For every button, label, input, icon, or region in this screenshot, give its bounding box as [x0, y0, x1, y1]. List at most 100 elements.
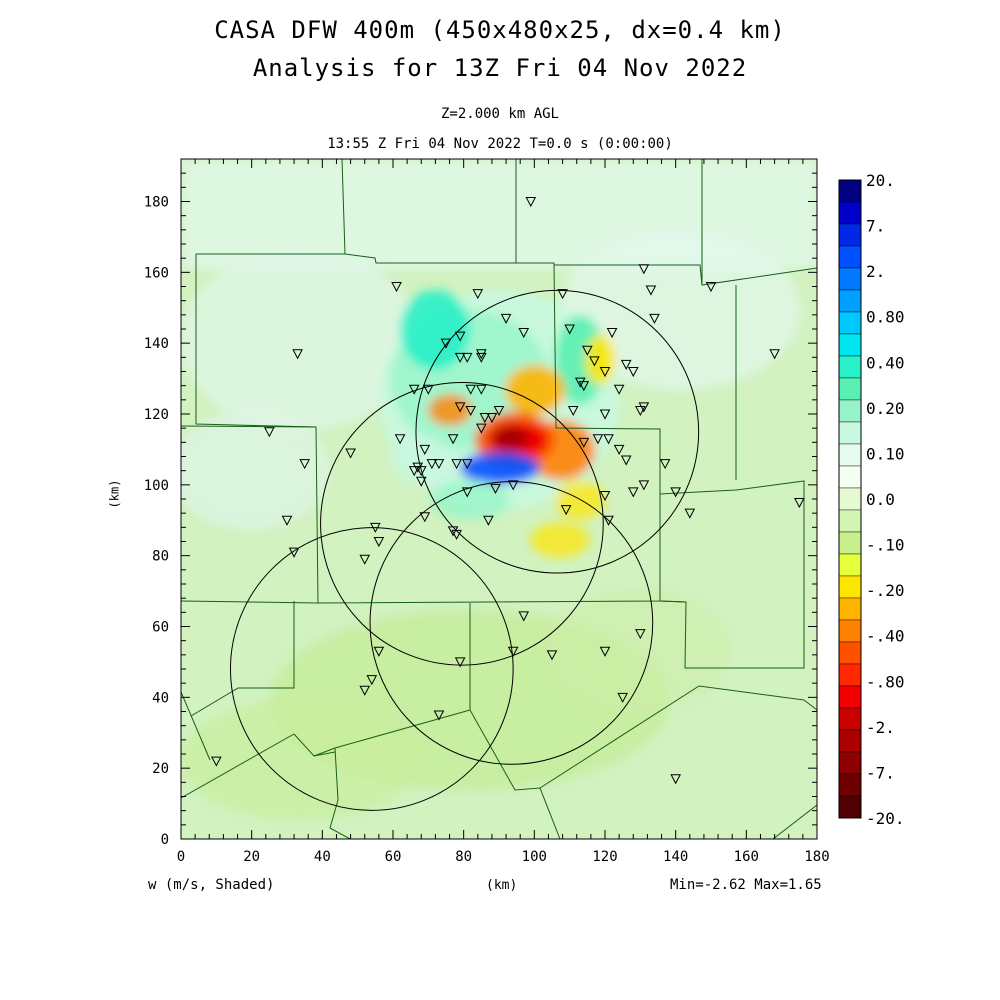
station-marker [408, 466, 420, 477]
station-marker [476, 384, 487, 395]
station-marker [603, 515, 614, 526]
axis-ticks [180, 158, 818, 840]
station-marker [211, 756, 222, 767]
station-marker [599, 490, 611, 502]
colorbar-swatch [838, 773, 862, 797]
station-marker [794, 498, 805, 509]
colorbar [838, 179, 862, 819]
station-marker [479, 413, 491, 424]
station-marker [603, 434, 614, 445]
colorbar-swatch [838, 421, 862, 445]
colorbar-swatch [838, 399, 862, 423]
station-marker [415, 466, 427, 477]
station-marker [599, 367, 611, 378]
station-marker [373, 646, 385, 657]
station-marker [281, 515, 293, 526]
station-marker [451, 459, 462, 470]
station-marker [620, 455, 632, 466]
station-marker [592, 434, 604, 445]
station-marker [557, 289, 568, 300]
colorbar-swatch [838, 487, 862, 511]
station-marker [454, 352, 466, 363]
x-tick-label: 0 [177, 849, 185, 865]
colorbar-swatch [838, 707, 862, 731]
colorbar-swatch [838, 179, 862, 203]
colorbar-swatch [838, 663, 862, 687]
station-marker [288, 547, 300, 558]
y-tick-label: 20 [152, 761, 169, 777]
station-marker [638, 402, 650, 413]
x-tick-label: 180 [804, 849, 829, 865]
station-marker [493, 405, 505, 417]
station-marker [292, 349, 303, 360]
station-marker [426, 459, 438, 470]
station-marker [433, 459, 445, 470]
station-marker [476, 352, 487, 363]
radar-ring-0 [415, 289, 700, 574]
station-marker [578, 381, 590, 392]
station-marker [546, 650, 558, 661]
colorbar-swatch [838, 267, 862, 291]
x-axis-label: (km) [486, 878, 518, 893]
y-tick-label: 180 [144, 195, 169, 211]
station-marker [705, 282, 717, 293]
station-marker [345, 448, 356, 459]
station-marker [433, 710, 445, 721]
colorbar-label: 7. [866, 217, 885, 236]
station-marker [483, 515, 494, 526]
station-marker [359, 685, 371, 696]
station-marker [578, 437, 590, 448]
station-marker [451, 529, 462, 540]
y-tick-label: 60 [152, 620, 169, 636]
y-tick-label: 140 [144, 336, 169, 352]
x-tick-label: 140 [663, 849, 688, 865]
station-marker [476, 423, 487, 434]
colorbar-swatch [838, 751, 862, 775]
min-max-label: Min=-2.62 Max=1.65 [670, 877, 822, 893]
y-axis-label: (km) [107, 479, 122, 509]
county-borders [181, 159, 817, 839]
colorbar-swatch [838, 729, 862, 753]
station-marker [419, 444, 431, 455]
station-marker [635, 629, 646, 640]
colorbar-label: -.40 [866, 627, 905, 646]
station-marker [599, 409, 611, 420]
station-marker [486, 413, 498, 424]
colorbar-swatch [838, 641, 862, 665]
colorbar-label: -.20 [866, 581, 905, 600]
station-marker [518, 328, 530, 339]
station-marker [447, 434, 459, 445]
colorbar-swatch [838, 289, 862, 313]
station-marker [465, 405, 477, 417]
station-marker [627, 367, 639, 378]
colorbar-label: 0.0 [866, 490, 895, 509]
colorbar-label: -2. [866, 718, 895, 737]
station-marker [670, 487, 681, 498]
colorbar-swatch [838, 311, 862, 335]
y-tick-label: 80 [152, 549, 169, 565]
colorbar-label: 0.10 [866, 444, 905, 463]
station-marker [507, 480, 519, 491]
x-tick-label: 160 [734, 849, 759, 865]
colorbar-label: 2. [866, 262, 885, 281]
y-tick-labels: 0 20 40 60 80 100 120 140 160 180 [144, 195, 169, 849]
station-marker [500, 313, 512, 324]
colorbar-swatch [838, 223, 862, 247]
colorbar-swatch [838, 333, 862, 357]
station-marker [461, 352, 473, 363]
x-tick-label: 20 [243, 849, 260, 865]
y-tick-label: 100 [144, 478, 169, 494]
station-marker [635, 405, 646, 417]
station-marker [447, 526, 459, 537]
station-marker [359, 554, 371, 565]
station-marker [560, 505, 572, 516]
station-marker [613, 384, 625, 395]
station-marker [412, 462, 424, 473]
station-marker [490, 483, 501, 494]
colorbar-swatch [838, 531, 862, 555]
station-marker [461, 487, 473, 498]
time-label: 13:55 Z Fri 04 Nov 2022 T=0.0 s (0:00:00… [327, 136, 673, 152]
colorbar-label: 0.20 [866, 399, 905, 418]
station-marker [394, 434, 406, 445]
